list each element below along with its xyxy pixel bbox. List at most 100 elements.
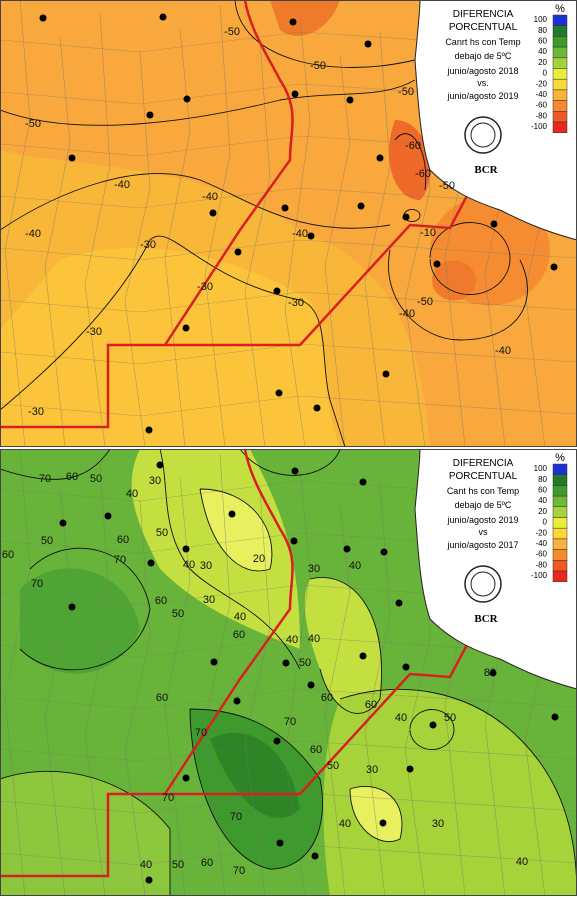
contour-label: 40 <box>183 559 195 571</box>
station-dot <box>346 96 354 104</box>
station-dot <box>276 839 284 847</box>
legend-swatch <box>552 100 568 112</box>
contour-label: 70 <box>284 716 296 728</box>
color-zone <box>270 0 340 36</box>
legend-label: -20 <box>535 528 547 537</box>
legend-description: junio/agosto 2019 <box>446 91 518 101</box>
contour-label: 60 <box>365 699 377 711</box>
logo-emblem <box>470 571 496 597</box>
contour-label: -50 <box>224 26 240 38</box>
legend-title: PORCENTUAL <box>449 22 518 33</box>
department-line <box>244 41 271 447</box>
contour-line <box>309 577 382 714</box>
contour-label: 70 <box>39 473 51 485</box>
contour-label: 50 <box>90 473 102 485</box>
legend-label: 100 <box>534 464 548 473</box>
station-dot <box>104 512 112 520</box>
station-dot <box>402 213 410 221</box>
color-zone <box>210 732 300 818</box>
contour-line <box>189 708 323 870</box>
legend-description: Cant hs con Temp <box>447 486 519 496</box>
station-dot <box>156 461 164 469</box>
contour-line <box>19 547 151 671</box>
legend-swatch <box>552 78 568 91</box>
station-dot <box>282 659 290 667</box>
station-dot <box>307 681 315 689</box>
contour-line <box>0 449 111 480</box>
legend-label: 60 <box>538 486 547 495</box>
department-line <box>164 27 191 447</box>
legend-swatch <box>552 68 568 80</box>
logo-emblem <box>464 565 502 603</box>
legend-swatch <box>552 549 568 561</box>
legend-description: junio/agosto 2018 <box>446 66 518 76</box>
map-panel: DIFERENCIA PORCENTUAL Cant hs con Temp deba… <box>0 449 577 896</box>
contour-label: 40 <box>349 560 361 572</box>
contour-label: 80 <box>484 667 496 679</box>
legend-description: debajo de 5ºC <box>455 51 512 61</box>
department-line <box>164 476 191 896</box>
contour-label: 60 <box>66 471 78 483</box>
contour-label: -50 <box>398 86 414 98</box>
department-line <box>0 636 577 658</box>
logo-text: BCR <box>474 613 498 625</box>
contour-label: -40 <box>399 308 415 320</box>
contour-label: -30 <box>28 406 44 418</box>
department-line <box>284 18 311 447</box>
station-dot <box>234 248 242 256</box>
province-border <box>0 0 294 429</box>
contour-line <box>349 786 403 842</box>
map-panel: DIFERENCIA PORCENTUAL Canrt hs con Temp deb… <box>0 0 577 447</box>
department-line <box>0 792 577 814</box>
contour-label: 40 <box>395 712 407 724</box>
station-dot <box>290 537 298 545</box>
station-dot <box>273 287 281 295</box>
legend-swatch <box>552 538 568 550</box>
legend-swatch <box>552 495 568 508</box>
contour-line <box>0 770 171 896</box>
contour-line <box>234 0 416 68</box>
contour-label: 60 <box>201 857 213 869</box>
legend-description: junio/agosto 2017 <box>446 540 518 550</box>
station-dot <box>291 467 299 475</box>
contour-label: -60 <box>415 168 431 180</box>
contour-label: 50 <box>327 760 339 772</box>
station-dot <box>146 111 154 119</box>
legend-area <box>414 0 577 241</box>
contour-line <box>159 449 301 670</box>
station-dot <box>209 209 217 217</box>
station-dot <box>182 545 190 553</box>
station-dot <box>364 40 372 48</box>
contour-label: -40 <box>25 228 41 240</box>
legend-description: vs. <box>477 78 489 88</box>
department-line <box>0 343 577 365</box>
contour-line <box>394 133 427 191</box>
station-dot <box>379 819 387 827</box>
station-dot <box>357 202 365 210</box>
station-dot <box>311 852 319 860</box>
contour-label: 40 <box>140 859 152 871</box>
logo-emblem <box>470 122 496 148</box>
contour-label: 70 <box>114 554 126 566</box>
contour-label: 40 <box>516 856 528 868</box>
contour-line <box>0 79 416 126</box>
color-zone <box>432 260 476 301</box>
contour-label: -30 <box>86 326 102 338</box>
station-dot <box>490 220 498 228</box>
contour-label: 30 <box>203 594 215 606</box>
contour-label: 70 <box>162 792 174 804</box>
contour-label: 60 <box>156 692 168 704</box>
contour-label: 70 <box>233 865 245 877</box>
legend-label: -100 <box>531 122 548 131</box>
map-body <box>0 0 577 447</box>
legend-label: -100 <box>531 571 548 580</box>
contour-label: 70 <box>195 727 207 739</box>
contour-label: 50 <box>172 608 184 620</box>
legend-swatch <box>552 560 568 572</box>
legend-swatch <box>552 89 568 101</box>
department-line <box>364 32 391 447</box>
legend-swatch <box>552 57 568 69</box>
station-dot <box>273 737 281 745</box>
contour-label: 50 <box>41 535 53 547</box>
